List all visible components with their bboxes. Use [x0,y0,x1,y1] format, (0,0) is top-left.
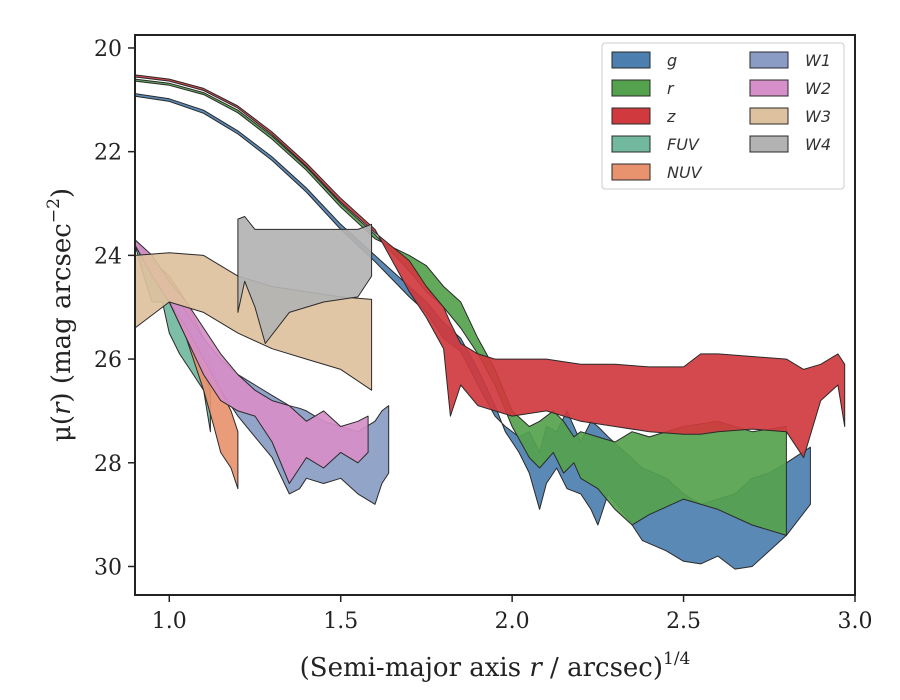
legend-label-g: g [667,51,677,70]
legend-swatch-w4 [749,135,789,153]
profile-bands [134,74,846,570]
legend-swatch-nuv [611,163,651,181]
legend-label-w3: W3 [805,107,831,126]
band-w2 [134,239,369,484]
legend-label-fuv: FUV [667,135,700,154]
legend-swatch-z [611,107,651,125]
legend-items: grz FUV NUV W1 W2 W3 W4 [611,51,831,182]
legend-swatch-g [611,51,651,69]
x-tick-label: 1.5 [323,609,358,634]
legend-label-w2: W2 [805,79,831,98]
x-tick-label: 2.0 [495,609,530,634]
legend-swatch-r [611,79,651,97]
x-tick-label: 2.5 [666,609,701,634]
plot-frame [134,34,856,596]
legend-label-w4: W4 [805,135,831,154]
x-axis-ticks: 1.0 1.5 2.0 2.5 3.0 [152,595,873,634]
legend: grz FUV NUV W1 W2 W3 W4 [601,42,845,190]
y-axis-ticks: 20 22 24 26 28 30 [94,37,135,580]
y-tick-label: 26 [94,348,122,373]
y-tick-label: 30 [94,555,122,580]
legend-swatch-w3 [749,107,789,125]
band-z [134,74,846,459]
legend-swatch-w2 [749,79,789,97]
x-axis-title: (Semi-major axis r / arcsec)1/4 [300,649,691,683]
legend-swatch-w1 [749,51,789,69]
y-tick-label: 22 [94,141,122,166]
legend-label-nuv: NUV [667,163,703,182]
x-tick-label: 1.0 [152,609,187,634]
y-tick-label: 24 [94,244,122,269]
y-axis-title: μ(r) (mag arcsec−2) [44,188,77,442]
x-tick-label: 3.0 [838,609,873,634]
y-tick-label: 28 [94,452,122,477]
legend-swatch-fuv [611,135,651,153]
band-w3 [134,252,373,391]
legend-label-z: z [666,107,676,126]
legend-label-r: r [667,79,675,98]
legend-label-w1: W1 [805,51,831,70]
band-w4 [237,216,373,344]
y-tick-label: 20 [94,37,122,62]
